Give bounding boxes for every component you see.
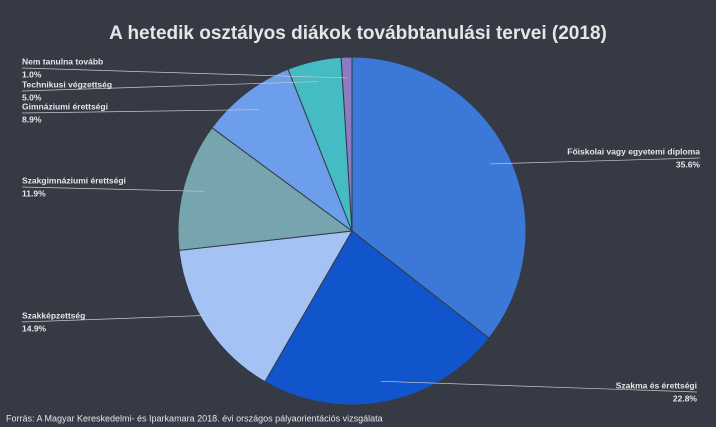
leader-line <box>21 67 348 79</box>
pie-slice <box>178 230 353 383</box>
slice-label: Szakma és érettségi <box>616 380 697 390</box>
pie-slice <box>340 56 353 232</box>
slice-value: 1.0% <box>22 69 42 79</box>
leader-line <box>21 314 224 323</box>
slice-label: Gimnáziumi érettségi <box>22 101 108 111</box>
slice-label: Technikusi végzettség <box>22 79 112 89</box>
slice-value: 35.6% <box>676 159 701 169</box>
slice-label: Nem tanulna tovább <box>22 56 103 66</box>
slice-value: 11.9% <box>22 188 46 198</box>
pie-slice <box>177 127 354 251</box>
leader-line <box>489 157 701 165</box>
slice-value: 8.9% <box>22 114 42 124</box>
pie-slice <box>351 56 527 339</box>
slice-label: Szakképzettség <box>22 310 85 320</box>
leader-line <box>21 109 259 114</box>
slice-value: 14.9% <box>22 323 47 333</box>
chart-title: A hetedik osztályos diákok továbbtanulás… <box>109 23 607 44</box>
slice-value: 5.0% <box>22 92 42 102</box>
slice-label: Szakgimnáziumi érettségi <box>22 175 126 185</box>
leader-line <box>21 81 319 92</box>
pie-slice <box>264 230 490 406</box>
slice-label: Főiskolai vagy egyetemi diploma <box>567 146 700 156</box>
leader-line <box>381 380 698 393</box>
source-note: Forrás: A Magyar Kereskedelmi- és Iparka… <box>6 413 383 423</box>
leader-line <box>21 186 205 192</box>
slice-value: 22.8% <box>673 393 698 403</box>
